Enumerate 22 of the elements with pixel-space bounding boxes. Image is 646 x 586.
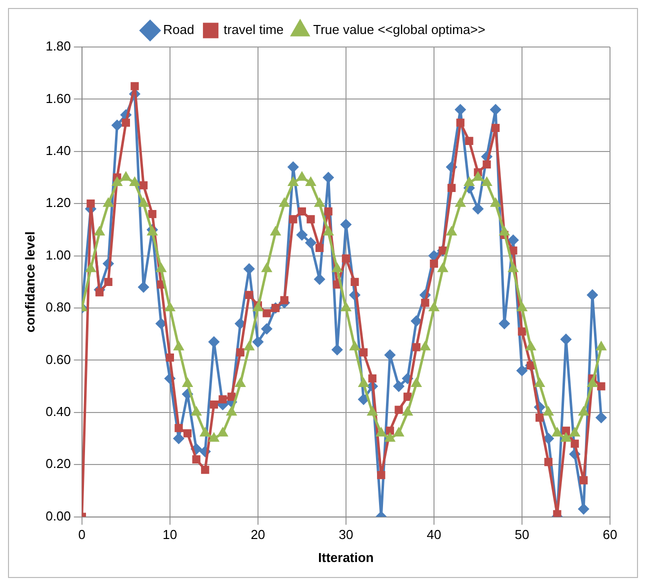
y-tick-label: 0.40 bbox=[46, 404, 71, 419]
y-tick-label: 1.20 bbox=[46, 195, 71, 210]
x-tick-label: 20 bbox=[250, 527, 266, 542]
legend-label: travel time bbox=[224, 22, 284, 38]
legend-label: True value <<global optima>> bbox=[313, 22, 486, 38]
y-tick-label: 1.60 bbox=[46, 90, 71, 106]
x-tick-label: 30 bbox=[338, 527, 354, 542]
y-tick-label: 1.40 bbox=[46, 142, 71, 158]
x-axis-title: Itteration bbox=[318, 550, 374, 565]
x-tick-label: 50 bbox=[514, 527, 530, 542]
legend-label: Road bbox=[163, 22, 194, 38]
x-tick-label: 10 bbox=[162, 527, 178, 542]
y-tick-label: 0.60 bbox=[46, 352, 71, 367]
y-tick-label: 0.20 bbox=[46, 456, 71, 472]
y-tick-label: 0.00 bbox=[46, 508, 71, 524]
y-tick-label: 1.00 bbox=[46, 247, 71, 262]
y-tick-label: 0.80 bbox=[46, 300, 71, 315]
x-tick-label: 60 bbox=[602, 527, 618, 542]
x-tick-label: 40 bbox=[426, 527, 442, 542]
y-axis-title: confidance level bbox=[22, 231, 38, 332]
y-tick-label: 1.80 bbox=[46, 38, 71, 54]
x-tick-label: 0 bbox=[78, 527, 86, 542]
